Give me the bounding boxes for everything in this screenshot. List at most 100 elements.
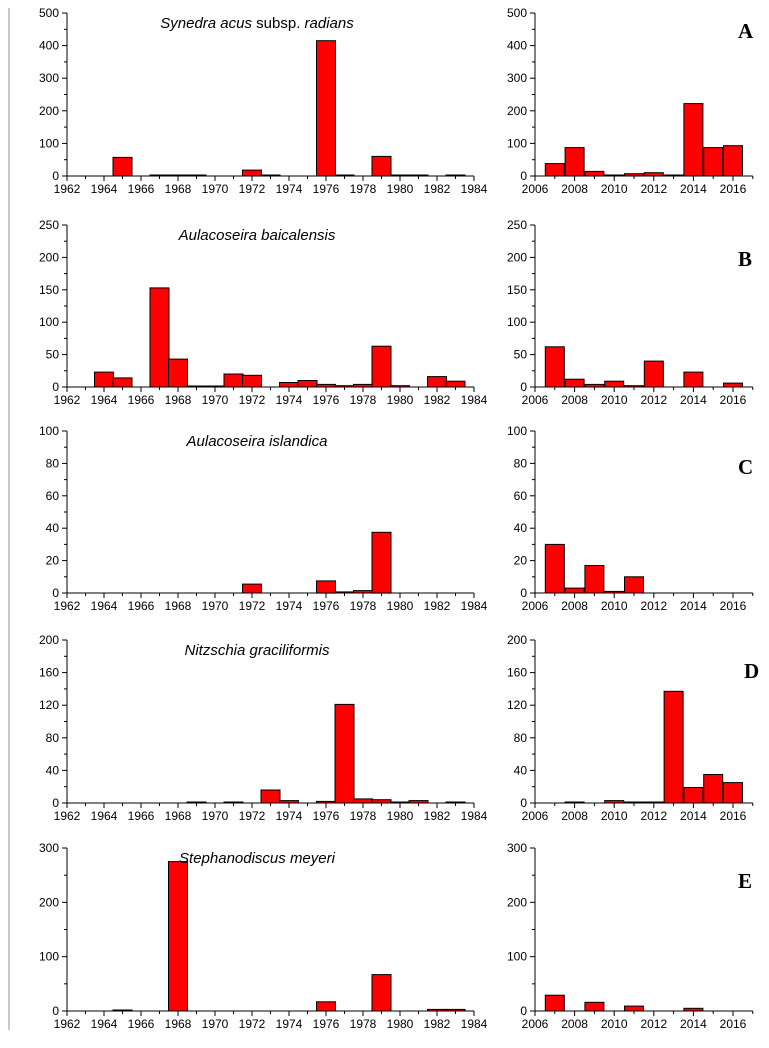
x-tick-label: 1966 (128, 599, 155, 613)
y-tick-label: 20 (514, 554, 528, 568)
right-subplot: 0 40 80 120 160 200 2006 2008 2010 2012 2014 2016 (507, 633, 754, 823)
panel-letter: E (738, 869, 752, 893)
bar-2010 (604, 380, 625, 388)
bar-1983 (445, 380, 466, 388)
x-tick-label: 2014 (680, 1017, 707, 1031)
x-tick-label: 2008 (561, 182, 588, 196)
panel-d: 0 40 80 120 160 200 1962 1964 1966 1968 1970 1972 19… (39, 633, 759, 823)
species-title-part: Nitzschia graciliformis (184, 642, 330, 659)
x-tick-label: 2014 (680, 182, 707, 196)
species-title: Nitzschia graciliformis (184, 642, 330, 659)
x-tick-label: 1972 (239, 809, 266, 823)
x-tick-label: 1978 (350, 1017, 377, 1031)
y-tick-label: 0 (52, 1004, 59, 1018)
x-tick-label: 2016 (720, 393, 747, 407)
bar-1972 (242, 374, 262, 388)
bar-1979 (371, 155, 392, 177)
y-tick-label: 200 (507, 633, 527, 647)
x-tick-label: 1966 (128, 809, 155, 823)
left-subplot: 0 100 200 300 1962 1964 1966 1968 1970 1972 1974 19… (39, 841, 488, 1031)
y-tick-label: 200 (39, 250, 59, 264)
panel-a: 0 100 200 300 400 500 1962 1964 1966 1968 1970 1972… (39, 6, 754, 196)
x-tick-label: 2016 (720, 1017, 747, 1031)
x-tick-label: 1980 (387, 393, 414, 407)
x-tick-label: 1964 (91, 1017, 118, 1031)
bar-2015 (703, 774, 724, 804)
x-tick-label: 1968 (165, 809, 192, 823)
y-tick-label: 80 (46, 456, 60, 470)
y-tick-label: 200 (507, 250, 527, 264)
x-tick-label: 1980 (387, 809, 414, 823)
x-tick-label: 2012 (640, 182, 667, 196)
x-tick-label: 2014 (680, 809, 707, 823)
y-tick-label: 80 (514, 731, 528, 745)
species-title: Aulacoseira baicalensis (178, 227, 336, 244)
bar-2014 (683, 103, 704, 177)
x-tick-label: 2016 (720, 599, 747, 613)
bar-2009 (584, 565, 605, 594)
x-tick-label: 2010 (601, 809, 628, 823)
left-subplot: 0 50 100 150 200 250 1962 1964 1966 1968 1970 1972 1… (39, 218, 488, 407)
x-tick-label: 2010 (601, 599, 628, 613)
x-tick-label: 2010 (601, 393, 628, 407)
left-subplot: 0 20 40 60 80 100 1962 1964 1966 1968 1970 1972 1974… (39, 424, 488, 613)
bar-1979 (371, 345, 392, 388)
bar-1982 (427, 376, 447, 388)
bar-2007 (544, 994, 565, 1012)
x-tick-label: 1976 (313, 809, 340, 823)
x-tick-label: 2006 (522, 182, 549, 196)
y-tick-label: 60 (46, 489, 60, 503)
species-title-part: radians (305, 15, 355, 32)
y-tick-label: 40 (514, 521, 528, 535)
y-tick-label: 300 (39, 841, 59, 855)
y-tick-label: 40 (46, 763, 60, 777)
x-tick-label: 1968 (165, 599, 192, 613)
bar-2014 (683, 371, 704, 388)
right-subplot: 0 50 100 150 200 250 2006 2008 2010 2012 2014 2016 (507, 218, 754, 407)
y-tick-label: 500 (39, 6, 59, 20)
y-tick-label: 300 (507, 71, 527, 85)
x-tick-label: 1980 (387, 599, 414, 613)
x-tick-label: 1964 (91, 809, 118, 823)
left-divider-line (8, 8, 10, 1030)
x-tick-label: 1976 (313, 599, 340, 613)
bar-1968 (168, 861, 188, 1012)
bar-2016 (723, 782, 743, 804)
y-tick-label: 100 (39, 315, 59, 329)
x-tick-label: 1974 (276, 393, 303, 407)
bar-1972 (242, 169, 262, 177)
x-tick-label: 1964 (91, 393, 118, 407)
y-tick-label: 0 (52, 169, 59, 183)
species-title-part: Aulacoseira baicalensis (178, 227, 336, 244)
x-tick-label: 2012 (640, 1017, 667, 1031)
bar-1975 (297, 380, 318, 388)
x-tick-label: 1968 (165, 182, 192, 196)
bar-2007 (544, 163, 565, 177)
y-tick-label: 0 (520, 1004, 527, 1018)
x-tick-label: 1970 (202, 182, 229, 196)
x-tick-label: 2008 (561, 393, 588, 407)
x-tick-label: 1972 (239, 1017, 266, 1031)
bar-1972 (242, 583, 262, 594)
x-tick-label: 1976 (313, 182, 340, 196)
y-tick-label: 0 (520, 380, 527, 394)
x-tick-label: 1962 (54, 1017, 81, 1031)
bar-2009 (584, 170, 605, 177)
y-tick-label: 100 (39, 950, 59, 964)
x-tick-label: 2006 (522, 1017, 549, 1031)
panel-e: 0 100 200 300 1962 1964 1966 1968 1970 1972 1974 19… (39, 841, 754, 1031)
y-tick-label: 100 (507, 424, 527, 438)
y-tick-label: 20 (46, 554, 60, 568)
x-tick-label: 1976 (313, 393, 340, 407)
x-tick-label: 1974 (276, 1017, 303, 1031)
x-tick-label: 1982 (424, 393, 451, 407)
bar-2016 (723, 382, 743, 388)
x-tick-label: 1962 (54, 599, 81, 613)
y-tick-label: 150 (39, 283, 59, 297)
panel-c: 0 20 40 60 80 100 1962 1964 1966 1968 1970 1972 1974… (39, 424, 754, 613)
bar-2008 (564, 587, 585, 594)
x-tick-label: 2006 (522, 393, 549, 407)
species-title: Synedra acus subsp. radians (160, 15, 354, 32)
bar-2009 (584, 1001, 605, 1012)
